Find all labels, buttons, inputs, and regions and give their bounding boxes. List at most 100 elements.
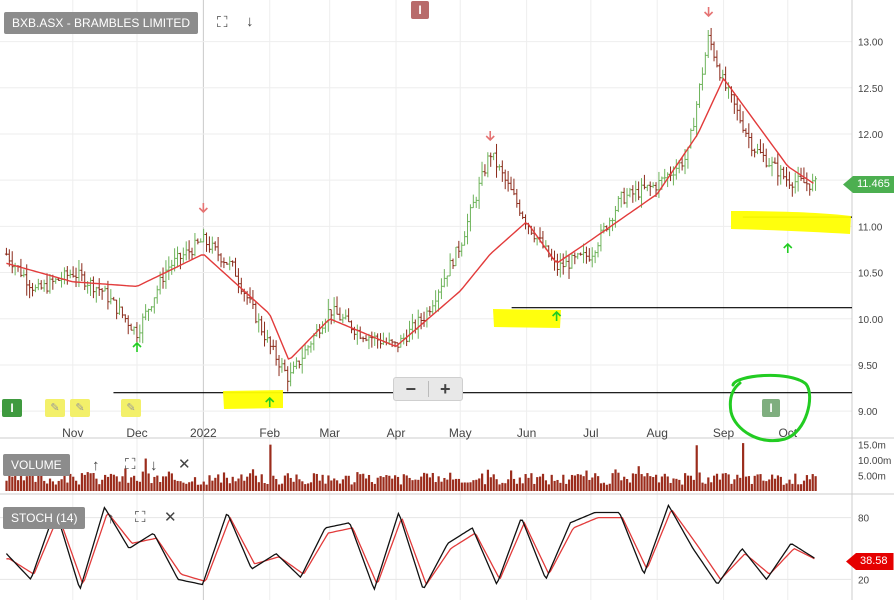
- highlight-marker: [731, 211, 851, 234]
- volume-bar: [420, 476, 423, 491]
- volume-bar: [283, 475, 287, 491]
- volume-bar: [750, 483, 753, 491]
- volume-bar: [478, 478, 481, 491]
- y-tick-label: 12.50: [858, 84, 883, 95]
- volume-bar: [776, 475, 780, 491]
- volume-bar: [681, 484, 684, 491]
- volume-bar: [231, 476, 234, 491]
- volume-bar: [327, 475, 330, 491]
- volume-bar: [507, 479, 510, 491]
- volume-bar: [101, 479, 104, 491]
- x-tick-label: Feb: [259, 426, 280, 440]
- volume-bar: [260, 474, 263, 491]
- volume-bar: [802, 480, 806, 491]
- y-tick-label: 9.50: [858, 361, 878, 372]
- volume-bar: [617, 472, 620, 491]
- arrow-up-icon[interactable]: ↑: [92, 457, 100, 474]
- volume-bar: [553, 480, 556, 491]
- volume-bar: [341, 479, 345, 491]
- instrument-title[interactable]: BXB.ASX - BRAMBLES LIMITED: [4, 12, 199, 34]
- volume-bar: [156, 475, 159, 491]
- volume-bar: [362, 473, 365, 491]
- fullscreen-icon-stoch[interactable]: ⛶: [135, 509, 146, 526]
- pencil-icon-2[interactable]: ✎: [121, 399, 141, 417]
- volume-bar: [185, 483, 188, 491]
- volume-bar: [109, 473, 113, 491]
- volume-bar: [684, 473, 687, 491]
- zoom-out-button[interactable]: −: [405, 379, 416, 399]
- sell-signal-arrow: [198, 203, 208, 214]
- volume-bar: [51, 481, 55, 491]
- volume-bar: [669, 482, 672, 491]
- pencil-double-icon[interactable]: ✎: [70, 399, 90, 417]
- buy-signal-arrow: [132, 341, 142, 352]
- volume-bar: [124, 468, 127, 491]
- volume-bar: [539, 476, 542, 491]
- volume-bar: [472, 480, 475, 491]
- volume-bar: [66, 482, 69, 491]
- volume-bar: [585, 470, 588, 491]
- volume-bar: [718, 479, 722, 491]
- volume-bar: [582, 476, 585, 491]
- event-badge-oct[interactable]: I: [762, 399, 780, 417]
- volume-bar: [193, 477, 197, 491]
- event-badge-top[interactable]: I: [411, 1, 429, 19]
- volume-bar: [373, 483, 376, 491]
- volume-bar: [466, 482, 469, 491]
- expand-icon[interactable]: ⛶: [217, 14, 228, 31]
- volume-bar: [562, 474, 565, 491]
- volume-bar: [626, 479, 629, 491]
- volume-bar: [330, 480, 333, 491]
- volume-bar: [251, 469, 255, 491]
- volume-bar: [301, 481, 304, 491]
- x-tick-label: Apr: [387, 426, 406, 440]
- volume-bar: [106, 476, 110, 491]
- pencil-icon[interactable]: ✎: [45, 399, 65, 417]
- volume-bar: [8, 473, 11, 491]
- volume-bar: [599, 483, 603, 491]
- volume-bar: [460, 482, 463, 491]
- arrow-down-icon-vol[interactable]: ↓: [150, 457, 158, 474]
- sell-signal-arrow: [485, 131, 495, 142]
- fullscreen-icon[interactable]: ⛶: [125, 456, 136, 473]
- volume-bar: [724, 473, 727, 491]
- volume-bar: [269, 444, 272, 491]
- volume-bar: [805, 475, 809, 491]
- volume-bar: [135, 480, 139, 491]
- volume-bar: [80, 473, 84, 491]
- zoom-in-button[interactable]: +: [439, 379, 451, 399]
- volume-bar: [43, 480, 46, 491]
- volume-bar: [237, 478, 240, 491]
- volume-bar: [37, 474, 40, 491]
- volume-bar: [449, 472, 452, 491]
- volume-bar: [739, 477, 742, 491]
- volume-bar: [779, 476, 782, 491]
- volume-bar: [631, 473, 635, 491]
- event-badge-left[interactable]: I: [2, 399, 22, 417]
- annotation-circle: [728, 373, 812, 443]
- close-icon[interactable]: ✕: [178, 456, 191, 473]
- arrow-up-icon-stoch[interactable]: ↑: [107, 510, 115, 527]
- volume-bar: [60, 479, 63, 491]
- x-tick-label: May: [449, 426, 472, 440]
- volume-bar: [782, 484, 785, 491]
- volume-bar: [98, 484, 101, 491]
- volume-bar: [628, 482, 632, 491]
- volume-panel-label[interactable]: VOLUME: [3, 454, 70, 476]
- volume-bar: [391, 478, 394, 491]
- volume-bar: [713, 475, 716, 491]
- close-icon-stoch[interactable]: ✕: [164, 509, 177, 526]
- volume-bar: [660, 476, 664, 491]
- volume-bar: [133, 475, 136, 491]
- volume-bar: [405, 475, 408, 491]
- volume-bar: [759, 474, 762, 491]
- volume-bar: [286, 473, 289, 491]
- arrow-down-icon[interactable]: ↓: [246, 13, 254, 30]
- volume-bar: [130, 477, 133, 491]
- volume-bar: [5, 480, 8, 491]
- volume-bar: [791, 483, 794, 491]
- volume-bar: [678, 479, 681, 491]
- volume-bar: [550, 474, 553, 491]
- buy-signal-arrow: [783, 242, 793, 253]
- stoch-panel-label[interactable]: STOCH (14): [3, 507, 86, 529]
